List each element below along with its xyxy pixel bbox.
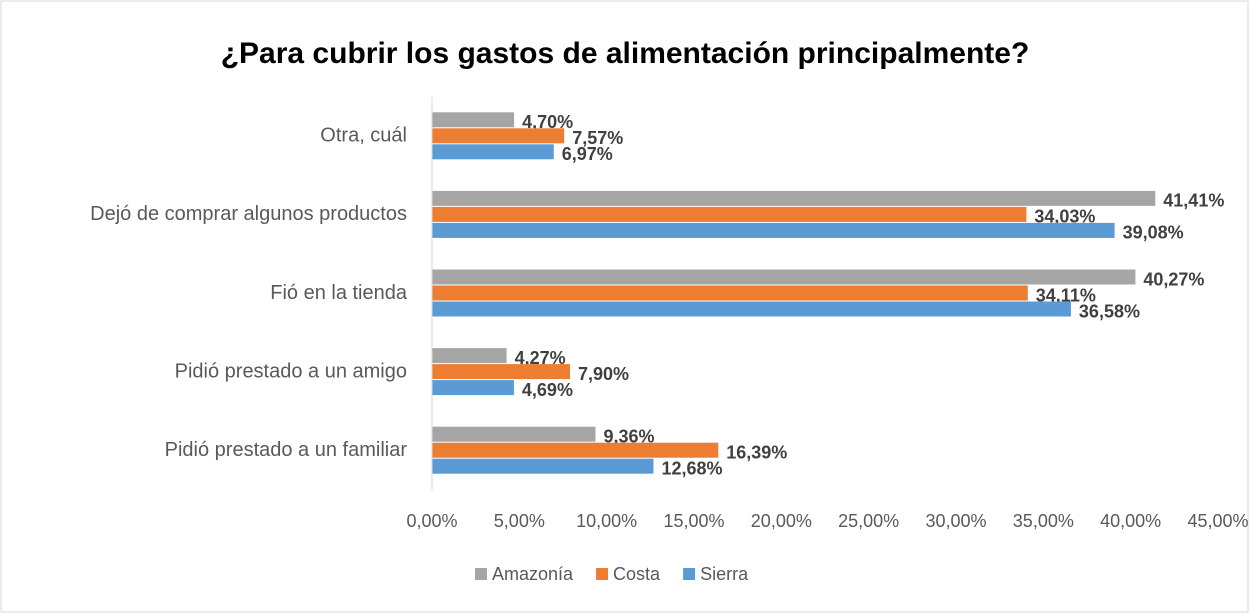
value-label: 34,03% [1034,207,1095,227]
legend-swatch [683,568,696,580]
bar [432,426,596,442]
bar [432,458,654,474]
x-tick-label: 0,00% [406,511,457,531]
bar [432,112,515,128]
legend-swatch [596,568,609,580]
x-tick-label: 10,00% [576,511,637,531]
bar [432,269,1136,285]
value-label: 36,58% [1079,301,1140,321]
bar [432,206,1027,222]
value-label: 7,90% [578,364,629,384]
value-label: 7,57% [572,128,623,148]
x-tick-label: 20,00% [751,511,812,531]
value-label: 4,70% [522,112,573,132]
value-label: 40,27% [1143,269,1204,289]
y-tick-label: Fió en la tienda [270,282,408,304]
value-label: 41,41% [1163,191,1224,211]
bar [432,442,719,458]
value-label: 9,36% [603,426,654,446]
legend-label: Sierra [700,564,749,584]
bar [432,348,507,364]
bar [432,285,1028,301]
chart-title: ¿Para cubrir los gastos de alimentación … [221,37,1030,70]
bar [432,301,1071,317]
legend-swatch [475,568,487,580]
y-tick-label: Pidió prestado a un familiar [165,439,408,461]
bar [432,190,1156,206]
bar [432,128,565,144]
bar [432,380,514,396]
value-label: 4,27% [515,348,566,368]
x-tick-label: 45,00% [1187,511,1248,531]
value-label: 4,69% [522,380,573,400]
bar [432,222,1115,238]
value-label: 16,39% [726,442,787,462]
x-tick-label: 15,00% [663,511,724,531]
x-tick-label: 40,00% [1100,511,1161,531]
value-label: 12,68% [661,458,722,478]
bar [432,144,554,160]
y-tick-label: Dejó de comprar algunos productos [90,203,407,225]
bar [432,364,570,380]
legend-label: Costa [613,564,661,584]
value-label: 34,11% [1036,285,1096,305]
x-tick-label: 30,00% [925,511,986,531]
legend-label: Amazonía [492,564,574,584]
x-tick-label: 25,00% [838,511,899,531]
value-label: 6,97% [562,144,613,164]
y-tick-label: Otra, cuál [320,125,407,147]
x-tick-label: 5,00% [494,511,545,531]
value-label: 39,08% [1123,223,1184,243]
x-tick-label: 35,00% [1013,511,1074,531]
y-tick-label: Pidió prestado a un amigo [175,360,407,382]
